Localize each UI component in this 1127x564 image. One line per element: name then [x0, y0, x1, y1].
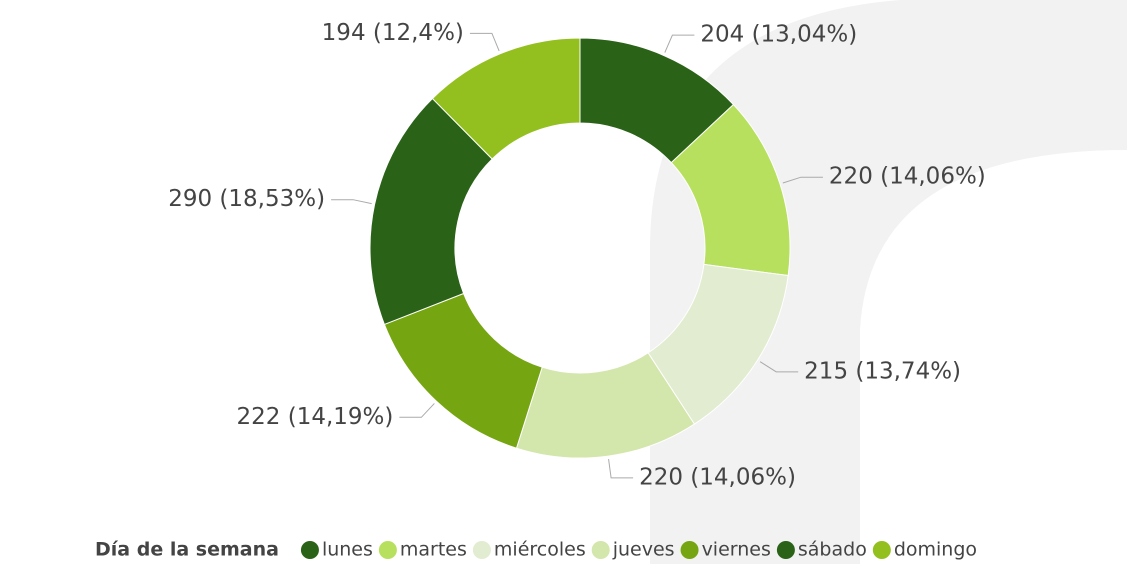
data-label: 194 (12,4%) — [322, 20, 464, 46]
legend-swatch — [378, 541, 397, 559]
leader-line — [759, 361, 799, 373]
legend-label: sábado — [798, 539, 867, 561]
leader-line — [399, 403, 435, 418]
legend-swatch — [591, 541, 610, 559]
donut-slice — [431, 37, 581, 160]
data-label: 290 (18,53%) — [168, 186, 325, 212]
data-label: 220 (14,06%) — [639, 464, 796, 490]
legend-label: miércoles — [494, 539, 586, 561]
legend-swatch — [776, 541, 795, 559]
legend-swatch — [472, 541, 491, 559]
leader-line — [664, 34, 695, 53]
legend-label: lunes — [322, 539, 373, 561]
legend-label: martes — [400, 539, 467, 561]
donut-slice — [383, 292, 543, 449]
data-label: 204 (13,04%) — [700, 22, 857, 48]
data-label: 222 (14,19%) — [237, 404, 394, 430]
legend-swatch — [680, 541, 699, 559]
leader-line — [469, 32, 500, 52]
donut-slice — [369, 97, 493, 326]
data-label: 220 (14,06%) — [829, 164, 986, 190]
background-decoration — [650, 0, 1127, 564]
legend-swatch — [300, 541, 319, 559]
legend-title: Día de la semana — [95, 539, 279, 561]
data-label: 215 (13,74%) — [804, 358, 961, 384]
legend-swatch — [872, 541, 891, 559]
leader-line — [331, 199, 372, 205]
leader-line — [608, 459, 634, 479]
leader-line — [782, 176, 823, 184]
legend-label: viernes — [702, 539, 771, 561]
legend-label: jueves — [612, 539, 675, 561]
legend-label: domingo — [894, 539, 977, 561]
